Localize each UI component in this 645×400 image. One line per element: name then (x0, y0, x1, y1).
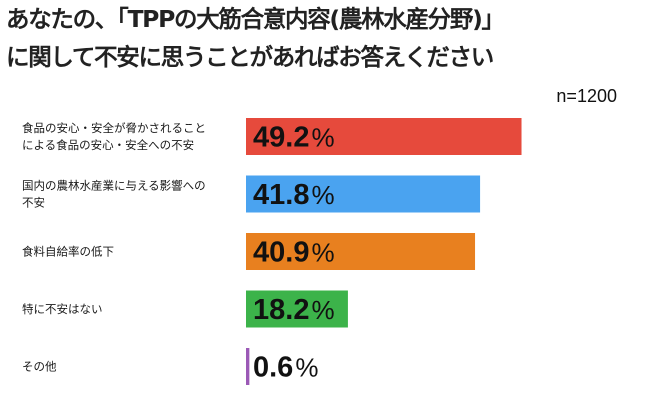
category-label-5: その他 (22, 360, 57, 374)
category-label-2-line-1: 国内の農林水産業に与える影響への (22, 179, 206, 193)
bar-1 (246, 118, 522, 155)
value-unit-1: % (311, 123, 334, 153)
value-unit-4: % (311, 295, 334, 325)
value-unit-5: % (295, 353, 318, 383)
category-label-2-line-2: 不安 (22, 196, 45, 210)
category-label-1-line-1: 食品の安心・安全が脅かされること (22, 121, 206, 135)
bar-2 (246, 175, 481, 213)
value-label-5: 0.6% (253, 352, 318, 384)
sample-size-label: n=1200 (556, 86, 617, 106)
value-label-3: 40.9% (253, 237, 335, 269)
value-label-2: 41.8% (253, 179, 335, 211)
value-unit-3: % (311, 238, 334, 268)
category-label-1-line-2: による食品の安心・安全への不安 (22, 138, 194, 152)
category-label-3: 食料自給率の低下 (22, 245, 114, 259)
bar-5 (246, 348, 250, 385)
bar-4 (246, 290, 348, 328)
value-unit-2: % (311, 180, 334, 210)
category-label-4: 特に不安はない (22, 302, 103, 316)
value-label-1: 49.2% (253, 122, 335, 154)
chart-title-line-2: に関して不安に思うことがあればお答えください (6, 43, 494, 71)
value-label-4: 18.2% (253, 294, 335, 326)
bar-3 (246, 233, 476, 270)
chart-title-line-1: あなたの、「TPPの大筋合意内容(農林水産分野)」 (6, 5, 505, 33)
